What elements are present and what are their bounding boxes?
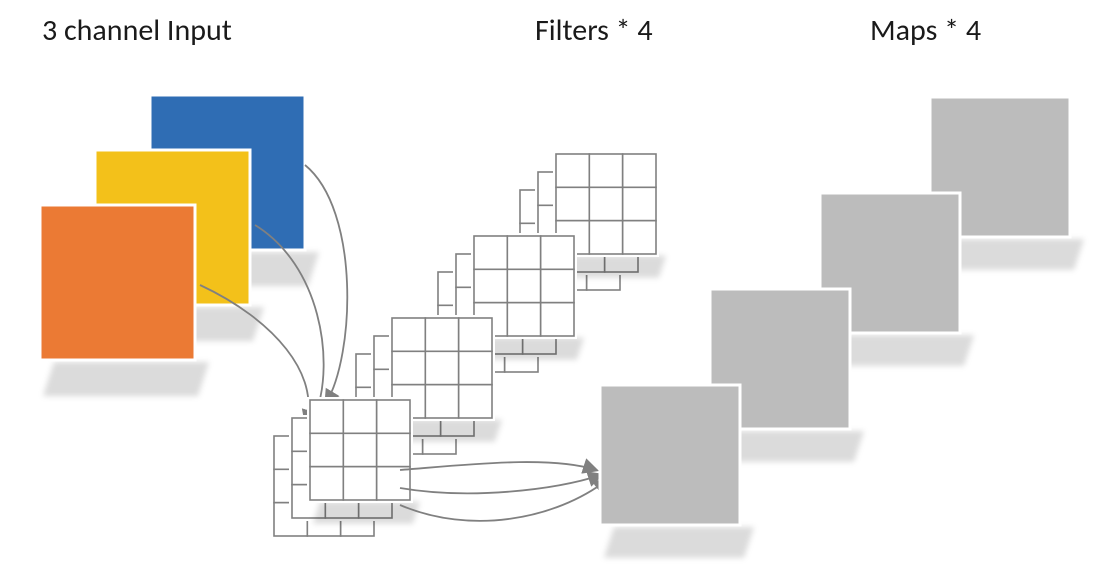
filter-cell (541, 236, 574, 269)
arrows-filter-to-map (400, 462, 607, 521)
filter-cell (474, 269, 507, 302)
filter-cell (623, 187, 656, 220)
filter-cell (474, 236, 507, 269)
filter-cell (425, 351, 458, 384)
filter-cell (425, 385, 458, 418)
arrow (400, 480, 607, 521)
filter-cell (556, 154, 589, 187)
filter-cell (623, 154, 656, 187)
filter-cell (343, 400, 376, 433)
arrow (400, 462, 596, 470)
filter-cell (556, 187, 589, 220)
filter-cell (377, 433, 410, 466)
filter-cell (623, 221, 656, 254)
arrow (400, 475, 601, 493)
filter-cell (459, 318, 492, 351)
filter-cell (589, 187, 622, 220)
input-channel (40, 205, 195, 360)
filter-cell (343, 433, 376, 466)
filter-group (271, 397, 420, 539)
arrow (305, 165, 347, 403)
section-title: Maps * 4 (870, 12, 981, 49)
filter-cell (507, 303, 540, 336)
filter-cell (425, 318, 458, 351)
feature-map (600, 385, 740, 525)
section-title: 3 channel Input (42, 12, 232, 49)
filter-cell (459, 385, 492, 418)
filter-cell (310, 400, 343, 433)
filter-cell (507, 269, 540, 302)
input-channels (40, 95, 319, 396)
section-title: Filters * 4 (535, 12, 653, 49)
filter-cell (589, 154, 622, 187)
filter-cell (541, 303, 574, 336)
filter-cell (541, 269, 574, 302)
filter-cell (392, 318, 425, 351)
filter-cell (507, 236, 540, 269)
filter-cell (589, 221, 622, 254)
filter-cell (310, 433, 343, 466)
filter-cell (392, 351, 425, 384)
filter-cell (343, 467, 376, 500)
titles: 3 channel Input Filters * 4 Maps * 4 (42, 12, 981, 49)
filter-cell (377, 400, 410, 433)
filter-cell (459, 351, 492, 384)
filter-cell (310, 467, 343, 500)
feature-maps (600, 97, 1084, 558)
filter-cell (377, 467, 410, 500)
